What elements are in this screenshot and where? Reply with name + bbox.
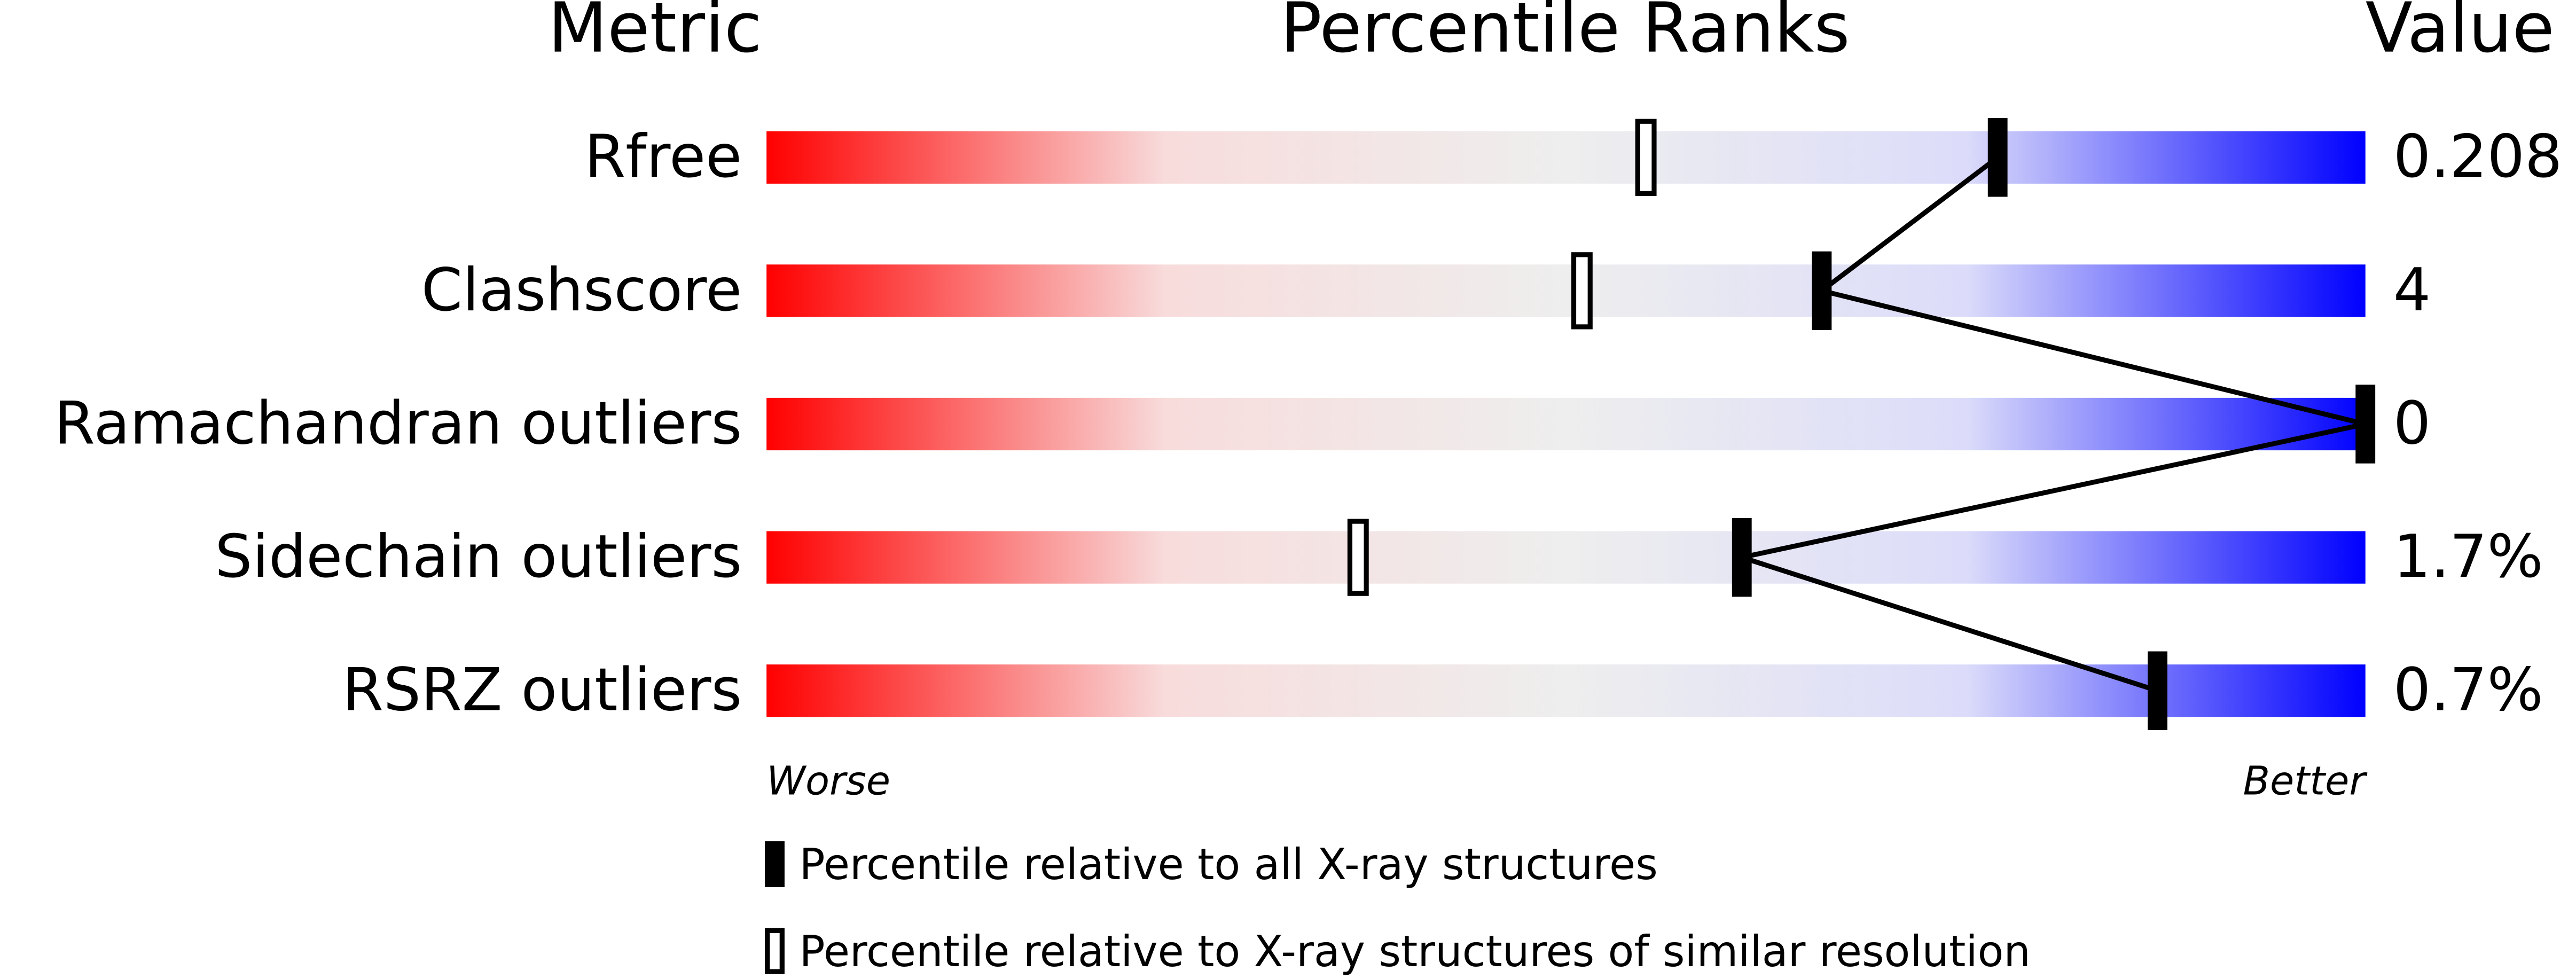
- value-header: Value: [2366, 0, 2555, 68]
- legend-label: Percentile relative to X-ray structures …: [800, 927, 2031, 976]
- metric-label: Sidechain outliers: [215, 522, 742, 591]
- metric-header: Metric: [548, 0, 762, 68]
- percentile-marker: [2355, 385, 2376, 464]
- ranks-header: Percentile Ranks: [1280, 0, 1850, 68]
- percentile-marker: [2148, 651, 2167, 730]
- metric-value: 4: [2393, 256, 2431, 325]
- metric-label: Ramachandran outliers: [54, 389, 742, 458]
- legend-label: Percentile relative to all X-ray structu…: [800, 840, 1658, 889]
- similar-marker: [1571, 252, 1593, 330]
- legend-swatch: [765, 928, 785, 974]
- similar-marker: [1347, 519, 1369, 596]
- metric-value: 0.208: [2393, 122, 2562, 191]
- percentile-bar: [766, 397, 2366, 451]
- percentile-bar: [766, 531, 2366, 584]
- metric-label: RSRZ outliers: [342, 656, 742, 725]
- better-label: Better: [2243, 759, 2368, 804]
- similar-marker: [1635, 119, 1657, 196]
- percentile-marker: [1987, 118, 2008, 197]
- legend-swatch: [765, 841, 785, 888]
- metric-value: 0: [2393, 389, 2431, 458]
- percentile-bar: [766, 664, 2366, 717]
- metric-value: 0.7%: [2393, 656, 2543, 725]
- percentile-bar: [766, 131, 2366, 184]
- metric-label: Clashscore: [421, 256, 742, 325]
- percentile-marker: [1732, 518, 1752, 597]
- metric-label: Rfree: [584, 122, 742, 191]
- worse-label: Worse: [766, 759, 890, 804]
- percentile-bar: [766, 264, 2366, 317]
- percentile-marker: [1812, 251, 1832, 331]
- metric-value: 1.7%: [2393, 522, 2543, 591]
